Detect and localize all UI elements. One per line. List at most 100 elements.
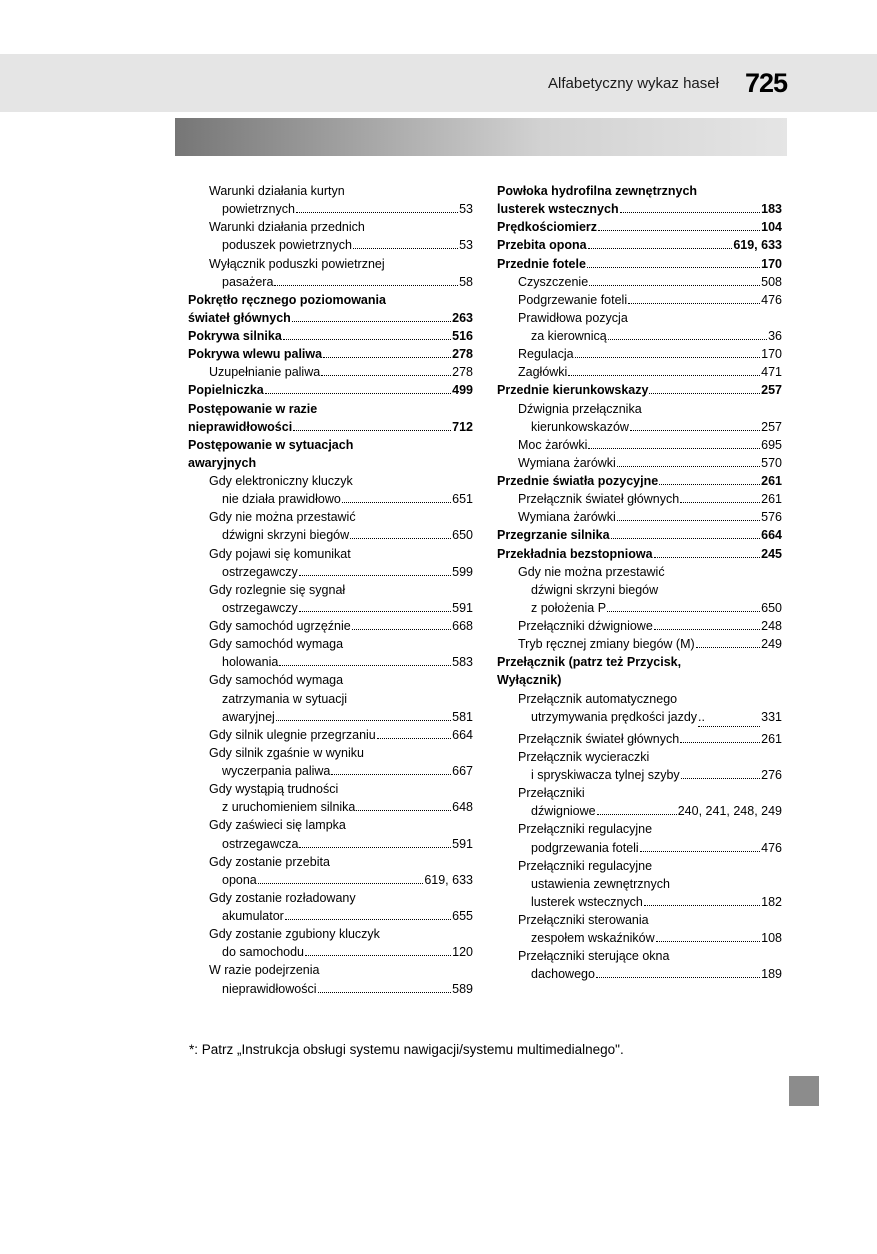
index-entry: podgrzewania foteli476 — [497, 839, 782, 857]
page-ref: 695 — [761, 436, 782, 454]
index-entry: lusterek wstecznych182 — [497, 893, 782, 911]
entry-text: utrzymywania prędkości jazdy — [531, 708, 697, 726]
leader-dots — [285, 919, 451, 920]
index-entry: Prawidłowa pozycja — [497, 309, 782, 327]
index-entry: Gdy samochód wymaga — [188, 671, 473, 689]
index-entry: Przełączniki dźwigniowe248 — [497, 617, 782, 635]
entry-text: Dźwignia przełącznika — [518, 400, 642, 418]
leader-dots — [283, 339, 451, 340]
index-entry: awaryjnej581 — [188, 708, 473, 726]
index-entry: z uruchomieniem silnika648 — [188, 798, 473, 816]
index-entry: holowania 583 — [188, 653, 473, 671]
leader-dots — [279, 665, 451, 666]
page-ref: 476 — [761, 839, 782, 857]
index-entry: Gdy rozlegnie się sygnał — [188, 581, 473, 599]
entry-text: i spryskiwacza tylnej szyby — [531, 766, 680, 784]
entry-text: z położenia P — [531, 599, 606, 617]
page-ref: 249 — [761, 635, 782, 653]
entry-text: Gdy nie można przestawić — [209, 508, 356, 526]
leader-dots — [680, 742, 760, 743]
page-ref: 240, 241, 248, 249 — [678, 802, 782, 820]
leader-dots: .. — [698, 708, 760, 727]
entry-text: wyczerpania paliwa — [222, 762, 330, 780]
leader-dots — [575, 357, 761, 358]
page-ref: 183 — [761, 200, 782, 218]
page-ref: 245 — [761, 545, 782, 563]
left-column: Warunki działania kurtynpowietrznych 53Wa… — [188, 182, 485, 998]
page-ref: 53 — [459, 236, 473, 254]
index-entry: Gdy pojawi się komunikat — [188, 545, 473, 563]
index-entry: Warunki działania przednich — [188, 218, 473, 236]
entry-text: Pokrywa silnika — [188, 327, 282, 345]
entry-text: poduszek powietrznych — [222, 236, 352, 254]
entry-text: Wymiana żarówki — [518, 454, 616, 472]
leader-dots — [607, 611, 760, 612]
entry-text: Gdy samochód wymaga — [209, 671, 343, 689]
entry-text: ostrzegawczy — [222, 599, 298, 617]
page-ref: 261 — [761, 472, 782, 490]
index-entry: świateł głównych263 — [188, 309, 473, 327]
index-entry: Warunki działania kurtyn — [188, 182, 473, 200]
index-entry: akumulator655 — [188, 907, 473, 925]
entry-text: holowania — [222, 653, 278, 671]
index-entry: dachowego189 — [497, 965, 782, 983]
entry-text: akumulator — [222, 907, 284, 925]
entry-text: Przełączniki sterujące okna — [518, 947, 669, 965]
index-entry: Przednie fotele170 — [497, 255, 782, 273]
leader-dots — [305, 955, 451, 956]
index-entry: kierunkowskazów257 — [497, 418, 782, 436]
page-ref: 248 — [761, 617, 782, 635]
index-entry: Przełączniki regulacyjne — [497, 820, 782, 838]
page-ref: 104 — [761, 218, 782, 236]
entry-text: powietrznych — [222, 200, 295, 218]
leader-dots — [293, 430, 451, 431]
index-entry: Gdy nie można przestawić — [497, 563, 782, 581]
page-ref: 651 — [452, 490, 473, 508]
entry-text: lusterek wstecznych — [497, 200, 619, 218]
index-entry: ostrzegawczy591 — [188, 599, 473, 617]
index-entry: Gdy nie można przestawić — [188, 508, 473, 526]
index-entry: Gdy samochód ugrzęźnie668 — [188, 617, 473, 635]
entry-text: świateł głównych — [188, 309, 291, 327]
page-ref: 261 — [761, 730, 782, 748]
index-entry: Postępowanie w razie — [188, 400, 473, 418]
leader-dots — [644, 905, 760, 906]
leader-dots — [568, 375, 760, 376]
entry-text: nie działa prawidłowo — [222, 490, 341, 508]
entry-text: Gdy nie można przestawić — [518, 563, 665, 581]
page-ref: 36 — [768, 327, 782, 345]
entry-text: Warunki działania kurtyn — [209, 182, 345, 200]
index-entry: Gdy elektroniczny kluczyk — [188, 472, 473, 490]
leader-dots — [292, 321, 451, 322]
page-ref: 583 — [452, 653, 473, 671]
right-column: Powłoka hydrofilna zewnętrznych lusterek… — [485, 182, 782, 998]
page-ref: 170 — [761, 345, 782, 363]
index-entry: nie działa prawidłowo 651 — [188, 490, 473, 508]
page-ref: 667 — [452, 762, 473, 780]
index-entry: Prędkościomierz104 — [497, 218, 782, 236]
index-entry: do samochodu120 — [188, 943, 473, 961]
page-ref: 189 — [761, 965, 782, 983]
index-entry: Powłoka hydrofilna zewnętrznych — [497, 182, 782, 200]
entry-text: Przegrzanie silnika — [497, 526, 610, 544]
leader-dots — [296, 212, 458, 213]
entry-text: ostrzegawcza — [222, 835, 298, 853]
entry-text: Przełącznik wycieraczki — [518, 748, 649, 766]
index-entry: Postępowanie w sytuacjach — [188, 436, 473, 454]
leader-dots — [659, 484, 760, 485]
page-ref: 591 — [452, 835, 473, 853]
page-ref: 170 — [761, 255, 782, 273]
entry-text: dźwigni skrzyni biegów — [222, 526, 349, 544]
leader-dots — [696, 647, 760, 648]
leader-dots — [342, 502, 451, 503]
entry-text: Gdy silnik ulegnie przegrzaniu — [209, 726, 376, 744]
leader-dots — [630, 430, 760, 431]
leader-dots — [588, 248, 733, 249]
index-entry: Wymiana żarówki570 — [497, 454, 782, 472]
index-entry: Przełącznik świateł głównych261 — [497, 730, 782, 748]
entry-text: Pokrętło ręcznego poziomowania — [188, 291, 386, 309]
index-content: Warunki działania kurtynpowietrznych 53Wa… — [0, 156, 877, 998]
entry-text: Przełącznik świateł głównych — [518, 490, 679, 508]
index-entry: Gdy zaświeci się lampka — [188, 816, 473, 834]
index-entry: zespołem wskaźników108 — [497, 929, 782, 947]
